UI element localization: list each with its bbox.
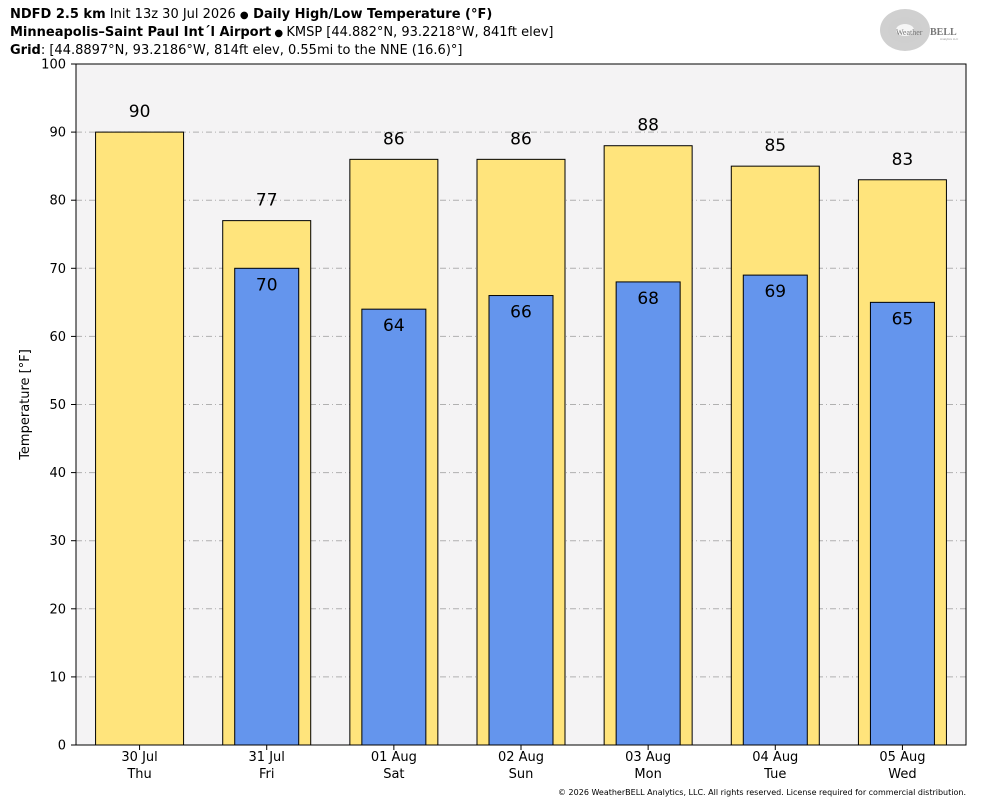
header-line-2: Minneapolis–Saint Paul Int´l Airport ● K…: [10, 24, 553, 42]
low-temp-bar: [869, 301, 935, 746]
bullet-icon: ●: [239, 10, 249, 21]
x-tick-label-day: Wed: [888, 767, 916, 782]
high-temp-label: 85: [764, 136, 786, 156]
x-tick-label-date: 31 Jul: [249, 750, 285, 765]
low-temp-bar: [361, 308, 427, 746]
grid-label: Grid: [10, 43, 41, 58]
bullet-icon: ●: [271, 28, 287, 39]
low-temp-label: 70: [256, 275, 278, 295]
y-tick-label: 30: [49, 534, 66, 549]
station-name: Minneapolis–Saint Paul Int´l Airport: [10, 25, 272, 40]
product-title: Daily High/Low Temperature (°F): [248, 7, 493, 22]
high-temp-label: 88: [637, 116, 659, 136]
logo-text-a: Weather: [896, 28, 923, 37]
high-temp-label: 77: [256, 191, 278, 211]
y-tick-label: 20: [49, 602, 66, 617]
weatherbell-logo: Weather BELL Analytics LLC: [880, 9, 959, 51]
x-tick-label-day: Fri: [259, 767, 275, 782]
header-line-1: NDFD 2.5 km Init 13z 30 Jul 2026 ● Daily…: [10, 6, 553, 24]
high-temp-label: 86: [383, 129, 405, 149]
x-tick-label-date: 30 Jul: [121, 750, 157, 765]
x-tick-label-day: Tue: [763, 767, 786, 782]
copyright-notice: © 2026 WeatherBELL Analytics, LLC. All r…: [558, 788, 966, 797]
station-info: KMSP [44.882°N, 93.2218°W, 841ft elev]: [286, 25, 554, 40]
logo-subtext: Analytics LLC: [940, 37, 959, 41]
low-temp-bar: [615, 281, 681, 746]
y-tick-label: 50: [49, 398, 66, 413]
header-line-3: Grid: [44.8897°N, 93.2186°W, 814ft elev,…: [10, 42, 553, 59]
plot-border: [75, 63, 967, 746]
low-temp-label: 69: [764, 282, 786, 302]
model-name: NDFD 2.5 km: [10, 7, 106, 22]
high-temp-label: 90: [129, 102, 151, 122]
high-temp-label: 86: [510, 129, 532, 149]
y-tick-label: 100: [41, 58, 66, 73]
x-tick-label-date: 02 Aug: [498, 750, 544, 765]
y-tick-label: 70: [49, 262, 66, 277]
low-temp-bar: [488, 295, 554, 746]
x-tick-label-day: Thu: [126, 767, 151, 782]
low-temp-label: 66: [510, 303, 532, 323]
y-axis-label: Temperature [°F]: [18, 349, 33, 461]
y-tick-label: 0: [58, 739, 66, 754]
grid-info: : [44.8897°N, 93.2186°W, 814ft elev, 0.5…: [40, 43, 463, 58]
chart-header: NDFD 2.5 km Init 13z 30 Jul 2026 ● Daily…: [10, 6, 553, 59]
y-tick-label: 10: [49, 670, 66, 685]
x-tick-label-date: 03 Aug: [625, 750, 671, 765]
high-temp-bar: [95, 131, 185, 746]
init-time: Init 13z 30 Jul 2026: [105, 7, 240, 22]
x-tick-label-date: 05 Aug: [879, 750, 925, 765]
low-temp-label: 64: [383, 316, 405, 336]
low-temp-label: 65: [892, 309, 914, 329]
low-temp-label: 68: [637, 289, 659, 309]
x-tick-label-date: 01 Aug: [371, 750, 417, 765]
y-tick-label: 90: [49, 126, 66, 141]
x-tick-label-date: 04 Aug: [752, 750, 798, 765]
low-temp-bar: [234, 267, 300, 746]
y-tick-label: 80: [49, 194, 66, 209]
y-tick-label: 40: [49, 466, 66, 481]
logo-text-b: BELL: [930, 27, 957, 38]
x-tick-label-day: Sat: [383, 767, 404, 782]
high-temp-label: 83: [892, 150, 914, 170]
x-tick-label-day: Sun: [509, 767, 534, 782]
low-temp-bar: [742, 274, 808, 746]
x-tick-label-day: Mon: [634, 767, 661, 782]
y-tick-label: 60: [49, 330, 66, 345]
